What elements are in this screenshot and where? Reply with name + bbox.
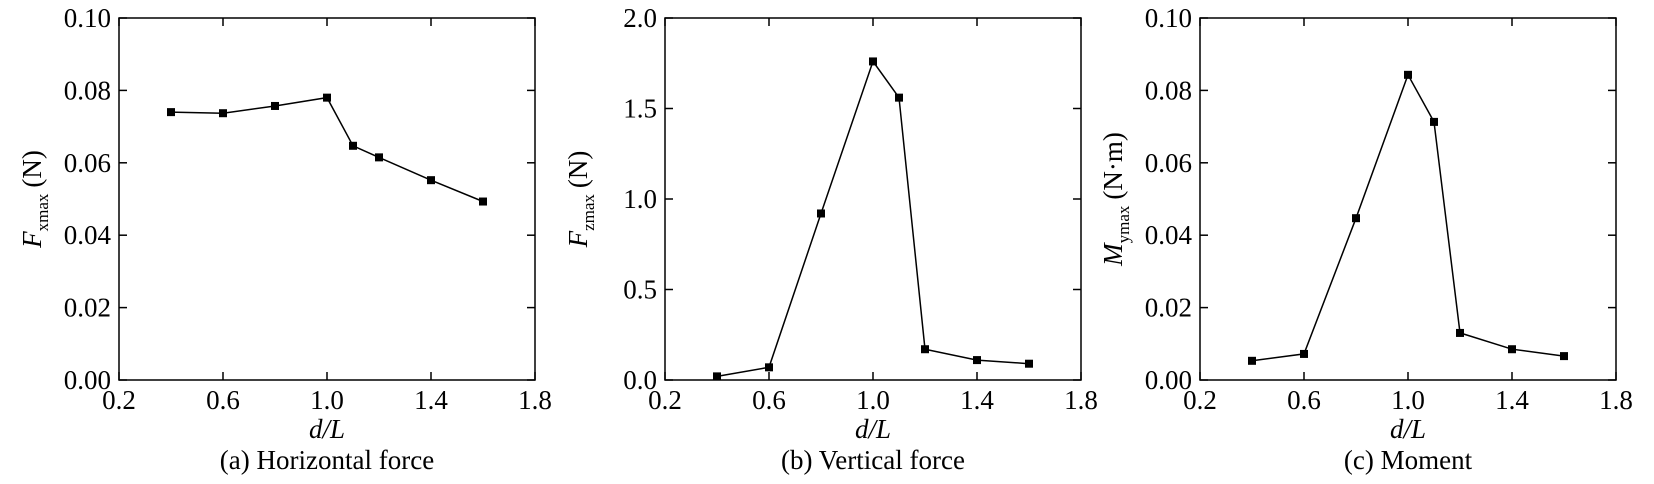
data-point [895,93,903,102]
x-tick-label: 1.0 [1391,385,1425,415]
plot-frame [664,17,1082,381]
y-tick-label: 0.5 [623,275,657,305]
x-tick-label: 0.6 [752,385,786,415]
y-label-unit: (N) [17,150,47,187]
x-tick-label: 1.8 [518,385,552,415]
y-tick-label: 0.10 [64,3,111,33]
data-point [1508,345,1516,354]
y-label-subscript: zmax [579,194,598,231]
x-tick-label: 0.6 [1287,385,1321,415]
data-point [1300,349,1308,358]
y-tick-label: 0.10 [1145,3,1192,33]
x-tick-label: 0.6 [206,385,240,415]
caption: (b) Vertical force [781,445,965,475]
y-axis-label: Fxmax (N) [17,150,52,249]
y-tick-label: 0.04 [64,220,112,250]
y-axis-label: Mymax (N·m) [1098,132,1133,267]
data-point [973,356,981,365]
y-tick-label: 0.06 [64,148,111,178]
data-point [1430,117,1438,126]
data-point [427,176,435,185]
x-tick-label: 1.8 [1599,385,1633,415]
data-point [1404,70,1412,79]
x-axis-label: d/L [1390,414,1426,444]
y-tick-label: 0.04 [1145,220,1193,250]
y-label-unit: (N·m) [1098,132,1128,199]
data-line [716,59,1030,378]
y-tick-label: 2.0 [623,3,657,33]
y-axis-label: Fzmax (N) [563,151,598,249]
data-point [1248,356,1256,365]
y-tick-label: 1.0 [623,184,657,214]
data-point [765,363,773,372]
y-label-unit: (N) [563,151,593,188]
y-label-subscript: xmax [33,193,52,231]
data-point [167,108,175,117]
x-tick-label: 1.4 [960,385,994,415]
data-point [1352,214,1360,223]
x-tick-label: 0.2 [648,385,682,415]
data-point [921,345,929,354]
y-label-subscript: ymax [1114,205,1133,243]
data-point [375,153,383,162]
x-tick-label: 1.8 [1064,385,1098,415]
data-line [1251,72,1565,362]
y-tick-label: 0.06 [1145,148,1192,178]
data-point [713,372,721,381]
caption: (c) Moment [1344,445,1473,475]
data-point [479,197,487,206]
y-tick-label: 1.5 [623,94,657,124]
data-point [1025,359,1033,368]
x-tick-label: 1.0 [310,385,344,415]
x-axis-label: d/L [855,414,891,444]
data-point [271,101,279,110]
y-label-symbol: M [1098,242,1128,267]
data-line [170,96,484,203]
data-point [869,57,877,66]
y-tick-label: 0.00 [1145,365,1192,395]
plot-frame [118,17,536,381]
x-tick-label: 0.2 [102,385,136,415]
x-axis-label: d/L [309,414,345,444]
data-point [349,141,357,150]
x-tick-label: 0.2 [1183,385,1217,415]
y-tick-label: 0.08 [64,75,111,105]
caption: (a) Horizontal force [220,445,434,475]
x-tick-label: 1.4 [414,385,448,415]
y-label-symbol: F [17,231,47,249]
data-point [219,109,227,118]
y-tick-label: 0.02 [64,293,111,323]
data-point [323,93,331,102]
y-label-symbol: F [563,230,593,248]
x-tick-label: 1.0 [856,385,890,415]
y-tick-label: 0.0 [623,365,657,395]
y-tick-label: 0.00 [64,365,111,395]
data-point [1456,328,1464,337]
y-tick-label: 0.02 [1145,293,1192,323]
data-point [817,209,825,218]
y-tick-label: 0.08 [1145,75,1192,105]
data-point [1560,352,1568,361]
x-tick-label: 1.4 [1495,385,1529,415]
